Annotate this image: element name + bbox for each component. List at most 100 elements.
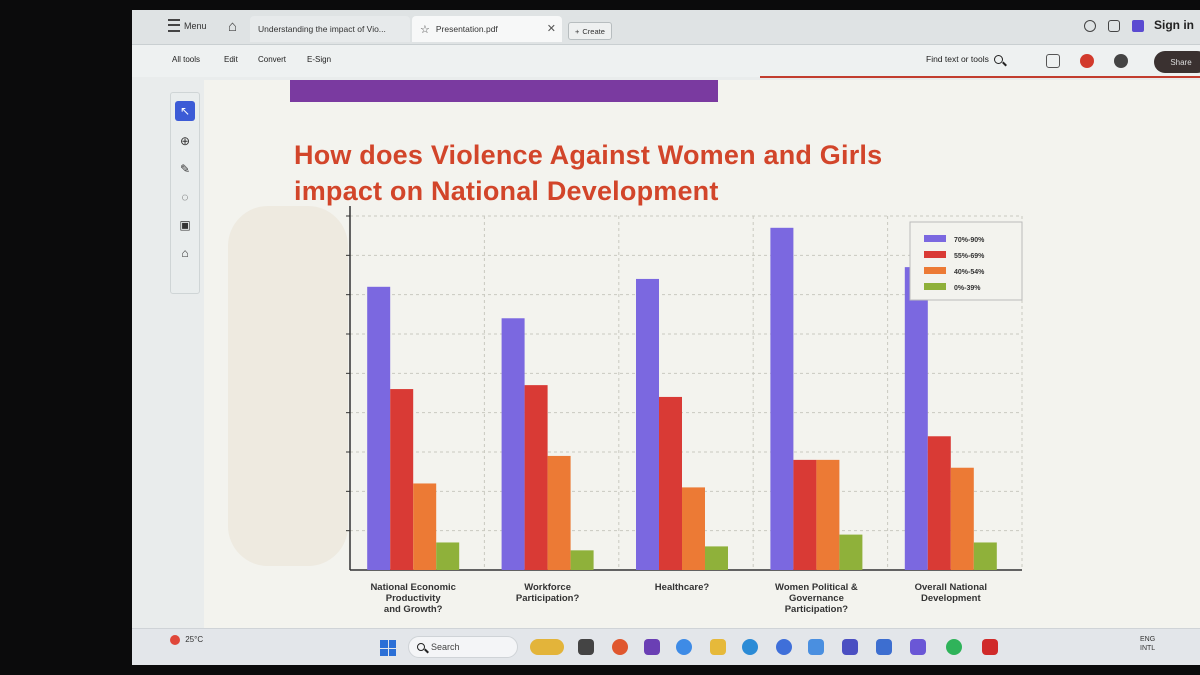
file-explorer-icon[interactable] [710, 639, 726, 655]
bar [904, 267, 928, 570]
accent-line [760, 76, 1200, 78]
bar [367, 286, 391, 570]
print-icon[interactable] [1114, 54, 1128, 68]
x-tick-label: Participation? [516, 593, 580, 604]
tool-bar: All tools Edit Convert E-Sign Find text … [132, 45, 1200, 77]
home-icon[interactable]: ⌂ [228, 18, 238, 35]
bar [436, 542, 460, 570]
x-tick-label: National Economic [370, 582, 456, 593]
save-icon[interactable] [1046, 54, 1060, 68]
create-label: Create [582, 26, 605, 36]
slide-title-line1: How does Violence Against Women and Girl… [294, 140, 883, 170]
search-icon [417, 643, 425, 651]
x-tick-label: Development [921, 593, 981, 604]
legend-label: 40%-54% [954, 269, 985, 276]
lasso-tool-icon[interactable]: ◌ [181, 190, 189, 204]
close-icon[interactable]: ✕ [546, 23, 556, 35]
bar [413, 483, 437, 570]
copilot-icon[interactable] [676, 639, 692, 655]
apps-icon[interactable] [1132, 20, 1144, 32]
all-tools-link[interactable]: All tools [172, 55, 201, 64]
find-label: Find text or tools [926, 54, 989, 64]
legend-swatch [924, 267, 946, 274]
left-tool-panel: ↖ ⊕ ✎ ◌ ▣ ⌂ [170, 92, 200, 294]
pen-tool-icon[interactable]: ✎ [179, 162, 191, 176]
hamburger-icon [168, 19, 180, 32]
x-tick-label: Workforce [524, 582, 571, 593]
legend-swatch [924, 283, 946, 290]
menu-label: Menu [184, 20, 207, 31]
tab-label: Understanding the impact of Vio... [258, 24, 386, 34]
tab-bar: Menu ⌂ Understanding the impact of Vio..… [132, 10, 1200, 45]
lang-line1: ENG [1140, 636, 1156, 643]
star-icon[interactable]: ☆ [420, 23, 430, 36]
taskbar-search[interactable]: Search [408, 636, 518, 658]
stamp-tool-icon[interactable]: ⌂ [181, 246, 189, 260]
widgets-icon[interactable] [530, 639, 564, 655]
convert-link[interactable]: Convert [258, 55, 287, 64]
taskbar: 25°C Search ENG INTL [132, 628, 1200, 665]
x-tick-label: Participation? [785, 604, 849, 615]
menu-button[interactable]: Menu [168, 19, 207, 32]
legend-swatch [924, 251, 946, 258]
share-button[interactable]: Share [1154, 51, 1200, 73]
app-icon[interactable] [876, 639, 892, 655]
acrobat-icon[interactable] [982, 639, 998, 655]
bell-icon[interactable] [1108, 20, 1120, 32]
x-tick-label: Healthcare? [655, 582, 710, 593]
weather-widget[interactable]: 25°C [170, 635, 203, 645]
x-tick-label: Productivity [386, 593, 442, 604]
tab-understanding[interactable]: Understanding the impact of Vio... [250, 16, 410, 42]
teams-icon[interactable] [842, 639, 858, 655]
edit-link[interactable]: Edit [224, 55, 238, 64]
bar [636, 278, 659, 570]
bar [950, 467, 974, 570]
weather-icon [170, 635, 180, 645]
bar [770, 227, 794, 571]
text-box-tool-icon[interactable]: ▣ [179, 218, 191, 232]
app-icon[interactable] [776, 639, 792, 655]
tab-presentation[interactable]: ☆ Presentation.pdf ✕ [412, 16, 562, 42]
sign-in-button[interactable]: Sign in [1154, 18, 1194, 32]
x-tick-label: Overall National [915, 582, 987, 593]
app-icon[interactable] [910, 639, 926, 655]
temperature: 25°C [185, 635, 204, 645]
tab-label: Presentation.pdf [435, 24, 498, 34]
bar [547, 455, 571, 570]
bar [570, 550, 594, 570]
task-view-icon[interactable] [578, 639, 594, 655]
create-button[interactable]: + Create [568, 22, 612, 40]
esign-link[interactable]: E-Sign [307, 55, 332, 64]
zoom-tool-icon[interactable]: ⊕ [179, 134, 191, 148]
legend-label: 55%-69% [954, 253, 985, 260]
top-right-icons [1084, 20, 1144, 32]
bar [839, 534, 863, 570]
legend-label: 0%-39% [954, 285, 981, 292]
windows-start-icon[interactable] [380, 640, 396, 656]
edge-icon[interactable] [742, 639, 758, 655]
select-tool-icon[interactable]: ↖ [175, 101, 195, 121]
lang-line2: INTL [1140, 645, 1156, 652]
bar [816, 459, 840, 570]
upload-cloud-icon[interactable] [1080, 54, 1094, 68]
bar [973, 542, 997, 570]
slide-page: How does Violence Against Women and Girl… [204, 80, 1200, 628]
slide-title-line2: impact on National Development [294, 176, 719, 206]
bar [793, 459, 817, 570]
bar [524, 385, 548, 570]
plus-icon: + [575, 26, 580, 36]
whatsapp-icon[interactable] [946, 639, 962, 655]
search-icon [993, 54, 1003, 64]
legend-label: 70%-90% [954, 237, 985, 244]
bar [705, 546, 728, 570]
help-icon[interactable] [1084, 20, 1096, 32]
chrome-icon[interactable] [612, 639, 628, 655]
app-icon[interactable] [808, 639, 824, 655]
x-tick-label: Women Political & [775, 582, 858, 593]
find-text-tools[interactable]: Find text or tools [926, 54, 1003, 64]
language-indicator[interactable]: ENG INTL [1140, 635, 1155, 653]
x-tick-label: and Growth? [384, 604, 443, 615]
screen: Menu ⌂ Understanding the impact of Vio..… [132, 10, 1200, 665]
app-icon[interactable] [644, 639, 660, 655]
